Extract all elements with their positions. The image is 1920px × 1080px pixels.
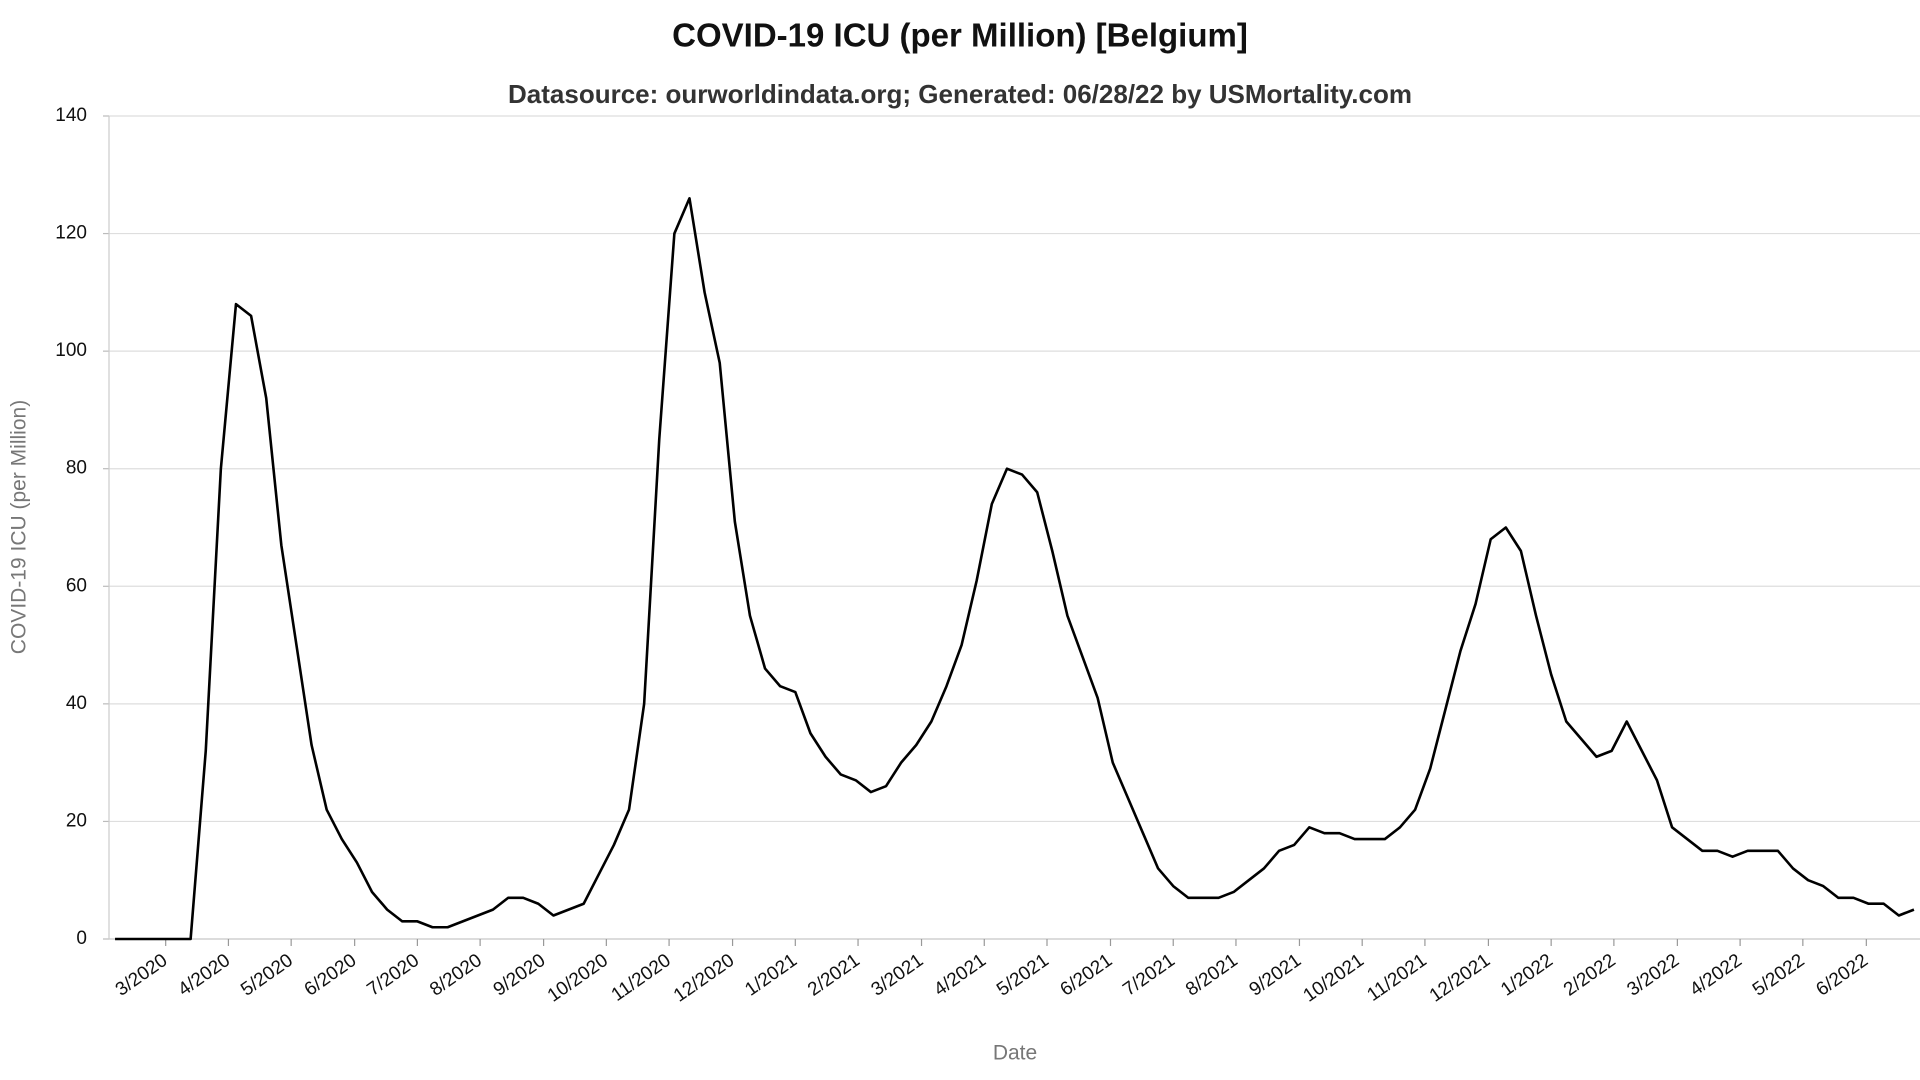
x-tick-label: 1/2021 <box>741 950 801 1001</box>
y-tick-label: 120 <box>55 223 87 244</box>
x-tick-label: 2/2021 <box>804 950 864 1001</box>
x-tick-label: 9/2021 <box>1246 950 1306 1001</box>
chart-title: COVID-19 ICU (per Million) [Belgium] <box>672 17 1248 54</box>
x-tick-label: 9/2020 <box>490 950 550 1001</box>
x-tick-label: 5/2020 <box>237 950 297 1001</box>
x-tick-label: 5/2022 <box>1749 950 1809 1001</box>
x-tick-label: 6/2022 <box>1812 950 1872 1001</box>
y-tick-label: 20 <box>66 810 87 831</box>
x-tick-label: 8/2021 <box>1182 950 1242 1001</box>
chart-subtitle: Datasource: ourworldindata.org; Generate… <box>508 79 1412 109</box>
x-tick-label: 4/2020 <box>175 950 235 1001</box>
x-tick-label: 4/2021 <box>930 950 990 1001</box>
x-tick-label: 7/2021 <box>1119 950 1179 1001</box>
x-tick-label: 12/2020 <box>670 950 738 1007</box>
x-tick-label: 2/2022 <box>1560 950 1620 1001</box>
x-tick-label: 11/2021 <box>1364 950 1431 1006</box>
x-tick-label: 10/2020 <box>544 950 612 1007</box>
x-tick-label: 1/2022 <box>1497 950 1557 1001</box>
x-tick-label: 3/2022 <box>1623 950 1683 1001</box>
x-tick-label: 6/2021 <box>1057 950 1117 1001</box>
y-tick-label: 60 <box>66 575 87 596</box>
x-tick-label: 3/2021 <box>868 950 928 1001</box>
y-tick-label: 80 <box>66 458 87 479</box>
y-tick-label: 140 <box>55 105 87 126</box>
x-tick-label: 6/2020 <box>301 950 361 1001</box>
x-tick-label: 3/2020 <box>112 950 172 1001</box>
x-axis-title: Date <box>993 1042 1037 1065</box>
x-tick-label: 5/2021 <box>993 950 1053 1001</box>
y-tick-label: 0 <box>76 928 87 949</box>
y-tick-label: 40 <box>66 693 87 714</box>
x-tick-label: 4/2022 <box>1686 950 1746 1001</box>
y-axis-title: COVID-19 ICU (per Million) <box>8 400 31 654</box>
x-tick-label: 7/2020 <box>363 950 423 1001</box>
line <box>115 197 1915 941</box>
x-tick-label: 10/2021 <box>1300 950 1368 1007</box>
x-tick-label: 8/2020 <box>426 950 486 1001</box>
y-tick-label: 100 <box>55 340 87 361</box>
x-tick-label: 11/2020 <box>608 950 675 1006</box>
x-tick-label: 12/2021 <box>1426 950 1494 1007</box>
